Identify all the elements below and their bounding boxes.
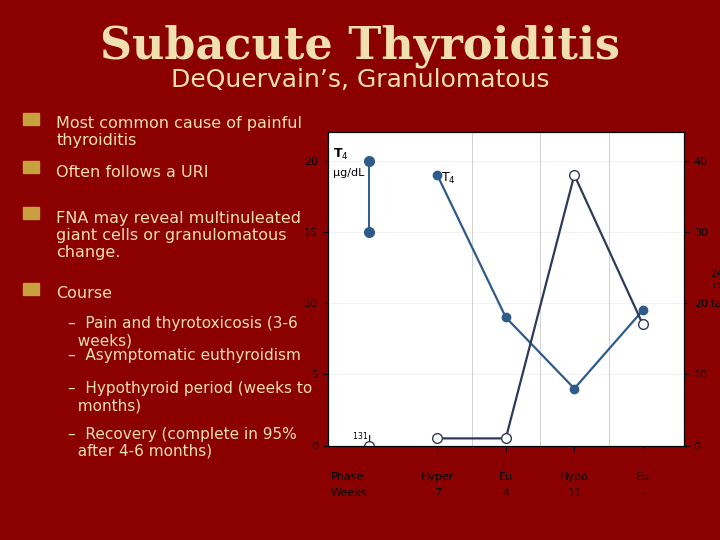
Text: Course: Course — [56, 286, 112, 301]
Bar — [23, 113, 39, 125]
Text: Phase:: Phase: — [331, 472, 368, 482]
Text: –  Asymptomatic euthyroidism: – Asymptomatic euthyroidism — [68, 348, 301, 363]
Text: T$_4$: T$_4$ — [441, 171, 456, 186]
Text: DeQuervain’s, Granulomatous: DeQuervain’s, Granulomatous — [171, 68, 549, 91]
Bar — [23, 283, 39, 295]
Text: Hyper: Hyper — [420, 472, 454, 482]
Text: μg/dL: μg/dL — [333, 168, 364, 178]
Text: Eu: Eu — [499, 472, 513, 482]
Text: 11: 11 — [567, 488, 581, 498]
Text: –  Pain and thyrotoxicosis (3-6
  weeks): – Pain and thyrotoxicosis (3-6 weeks) — [68, 316, 298, 348]
Text: Most common cause of painful
thyroiditis: Most common cause of painful thyroiditis — [56, 116, 302, 148]
Text: T$_4$: T$_4$ — [333, 146, 348, 161]
Text: 7: 7 — [433, 488, 441, 498]
Text: 4: 4 — [503, 488, 509, 498]
Text: –  Recovery (complete in 95%
  after 4-6 months): – Recovery (complete in 95% after 4-6 mo… — [68, 427, 297, 459]
Text: Often follows a URI: Often follows a URI — [56, 165, 209, 180]
Bar — [23, 207, 39, 219]
Text: –: – — [640, 488, 646, 498]
Text: FNA may reveal multinuleated
giant cells or granulomatous
change.: FNA may reveal multinuleated giant cells… — [56, 211, 301, 260]
Bar — [23, 161, 39, 173]
Text: $^{131}$I: $^{131}$I — [351, 430, 371, 447]
Text: Hypo: Hypo — [560, 472, 589, 482]
Y-axis label: 24-hour
$^{131}$I up-
take %: 24-hour $^{131}$I up- take % — [711, 269, 720, 309]
Text: Subacute Thyroiditis: Subacute Thyroiditis — [100, 24, 620, 68]
Text: –  Hypothyroid period (weeks to
  months): – Hypothyroid period (weeks to months) — [68, 381, 312, 413]
Text: Weeks:: Weeks: — [331, 488, 371, 498]
Text: Eu: Eu — [636, 472, 650, 482]
